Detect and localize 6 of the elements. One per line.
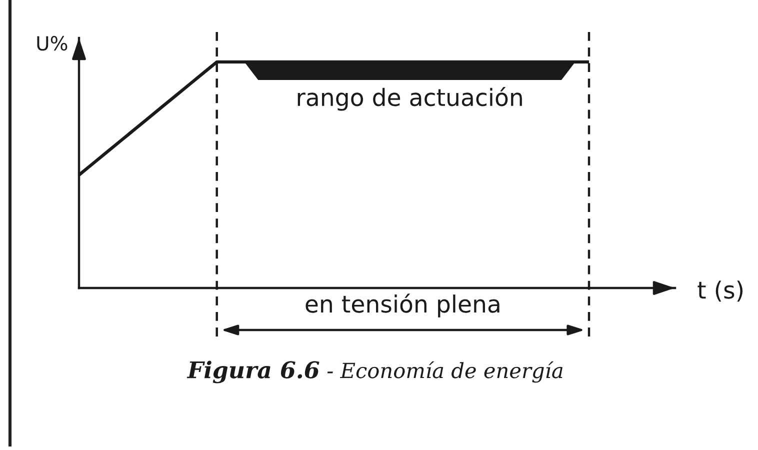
annotation: rango de actuación — [298, 86, 522, 111]
y-axis-title: U% — [37, 36, 68, 51]
text: en tensión plena — [306, 294, 500, 318]
text: Figura 6.6 — [186, 360, 320, 384]
x-axis-title: t (s) — [698, 280, 743, 302]
text: - Economía de energía — [327, 361, 562, 383]
